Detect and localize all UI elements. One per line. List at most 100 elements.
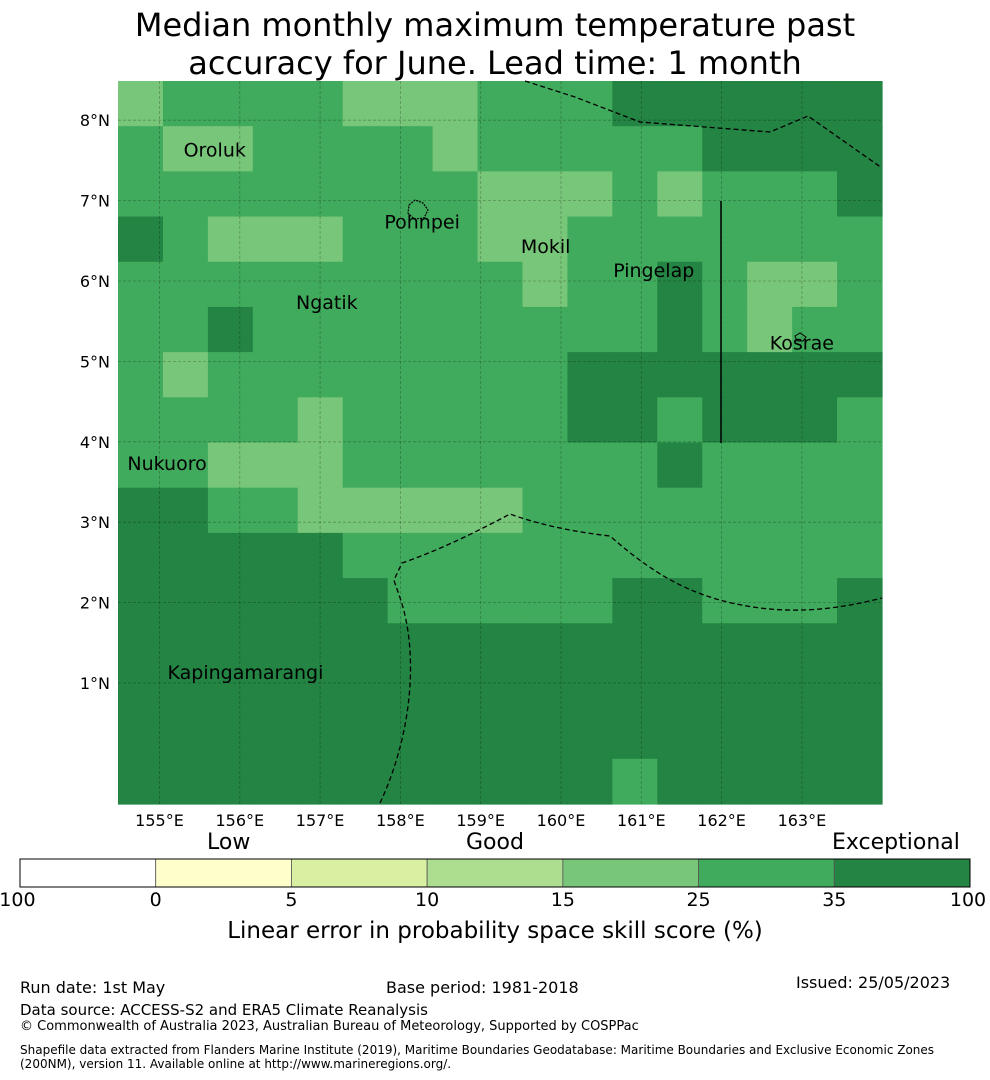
skill-cell xyxy=(297,81,344,127)
run-date: Run date: 1st May xyxy=(20,978,166,997)
map-gridlines xyxy=(118,81,882,804)
lon-tick-label: 155°E xyxy=(135,811,184,830)
skill-cell xyxy=(837,216,883,263)
skill-cell xyxy=(747,623,793,670)
colorbar-segment xyxy=(426,858,564,888)
skill-cell xyxy=(387,713,434,760)
copyright-notice: © Commonwealth of Australia 2023, Austra… xyxy=(20,1019,639,1034)
colorbar-segment xyxy=(562,858,699,888)
skill-cell xyxy=(612,81,658,127)
skill-grid xyxy=(118,81,883,805)
skill-cell xyxy=(657,216,703,263)
skill-cell xyxy=(162,171,209,218)
skill-cell xyxy=(567,578,613,624)
skill-cell xyxy=(792,487,838,534)
skill-cell xyxy=(252,532,299,579)
skill-cell xyxy=(567,623,613,670)
colorbar-tick-label: 0 xyxy=(149,889,162,911)
place-label: Mokil xyxy=(521,236,571,258)
map-title: Median monthly maximum temperature past … xyxy=(0,6,990,82)
skill-cell xyxy=(567,352,613,398)
skill-cell xyxy=(387,487,434,534)
skill-cell xyxy=(657,623,703,670)
skill-cell xyxy=(837,487,883,534)
skill-cell xyxy=(118,261,164,308)
skill-cell xyxy=(837,713,883,760)
kosrae-island-outline xyxy=(794,332,807,342)
skill-cell xyxy=(702,758,748,805)
skill-cell xyxy=(567,397,613,444)
colorbar-segment xyxy=(291,858,428,888)
skill-cell xyxy=(612,578,658,624)
skill-cell xyxy=(567,171,613,218)
skill-cell xyxy=(657,578,703,624)
skill-cell xyxy=(702,216,748,263)
skill-cell xyxy=(747,758,793,805)
skill-cell xyxy=(342,442,389,489)
place-label: Kosrae xyxy=(770,332,834,354)
skill-cell xyxy=(342,487,389,534)
skill-cell xyxy=(342,261,389,308)
skill-cell xyxy=(657,487,703,534)
pohnpei-island-outline xyxy=(407,199,429,220)
skill-cell xyxy=(252,171,299,218)
skill-cell xyxy=(118,487,164,534)
skill-cell xyxy=(567,261,613,308)
skill-cell xyxy=(792,126,838,172)
skill-cell xyxy=(477,758,524,805)
skill-cell xyxy=(792,442,838,489)
lon-tick-label: 161°E xyxy=(617,811,666,830)
skill-cell xyxy=(432,306,479,353)
lon-tick-label: 158°E xyxy=(376,811,425,830)
skill-cell xyxy=(118,578,164,624)
lat-tick-label: 3°N xyxy=(80,513,110,532)
eez-boundary-south xyxy=(379,513,883,804)
skill-cell xyxy=(612,623,658,670)
skill-cell xyxy=(432,713,479,760)
skill-cell xyxy=(297,126,344,172)
skill-cell xyxy=(252,81,299,127)
skill-cell xyxy=(792,261,838,308)
skill-cell xyxy=(387,578,434,624)
skill-cell xyxy=(477,261,524,308)
skill-cell xyxy=(747,668,793,715)
skill-cell xyxy=(477,442,524,489)
skill-cell xyxy=(162,216,209,263)
skill-cell xyxy=(747,261,793,308)
skill-cell xyxy=(657,306,703,353)
lat-tick-label: 7°N xyxy=(80,192,110,211)
skill-cell xyxy=(207,216,254,263)
skill-map: Oroluk Pohnpei Mokil Pingelap Ngatik Kosrae Nu… xyxy=(19,80,971,888)
skill-cell xyxy=(657,126,703,172)
skill-cell xyxy=(747,713,793,760)
colorbar-word-low: Low xyxy=(207,830,251,855)
skill-cell xyxy=(207,713,254,760)
skill-cell xyxy=(118,171,164,218)
longitude-labels: 155°E 156°E 157°E 158°E 159°E 160°E 161°E 162°E… xyxy=(135,811,826,830)
skill-cell xyxy=(118,713,164,760)
skill-cell xyxy=(522,532,569,579)
place-label: Ngatik xyxy=(296,292,358,314)
skill-cell xyxy=(207,578,254,624)
place-label: Nukuoro xyxy=(127,453,206,475)
skill-cell xyxy=(252,397,299,444)
skill-cell xyxy=(612,171,658,218)
skill-cell xyxy=(657,261,703,308)
skill-cell xyxy=(432,397,479,444)
skill-cell xyxy=(207,397,254,444)
skill-cell xyxy=(387,126,434,172)
skill-cell xyxy=(207,171,254,218)
skill-cell xyxy=(702,397,748,444)
skill-cell xyxy=(342,81,389,127)
skill-cell xyxy=(342,578,389,624)
skill-cell xyxy=(118,126,164,172)
skill-cell xyxy=(387,442,434,489)
skill-cell xyxy=(792,532,838,579)
skill-cell xyxy=(162,397,209,444)
skill-cell xyxy=(657,758,703,805)
skill-cell xyxy=(342,306,389,353)
shapefile-credit-line1: Shapefile data extracted from Flanders M… xyxy=(20,1043,935,1057)
skill-cell xyxy=(612,668,658,715)
skill-cell xyxy=(567,81,613,127)
skill-cell xyxy=(432,126,479,172)
